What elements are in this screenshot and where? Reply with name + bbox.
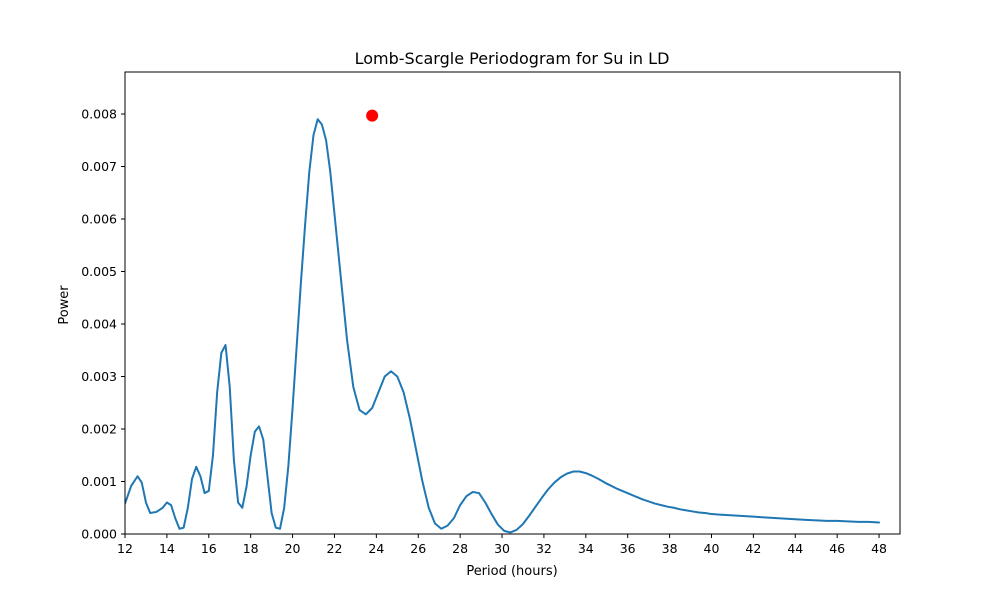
x-tick-label: 40 (704, 541, 720, 556)
x-tick-label: 14 (159, 541, 175, 556)
x-tick-label: 46 (829, 541, 845, 556)
chart-title: Lomb-Scargle Periodogram for Su in LD (355, 49, 670, 68)
x-tick-label: 30 (494, 541, 510, 556)
series-line-0 (125, 118, 881, 534)
y-tick-label: 0.006 (81, 212, 117, 227)
y-axis-label: Power (57, 285, 72, 325)
x-tick-label: 16 (201, 541, 217, 556)
axes-frame (124, 71, 901, 535)
y-tick-label: 0.002 (81, 422, 117, 437)
peak-marker (366, 109, 379, 122)
y-tick-label: 0.004 (81, 317, 117, 332)
x-tick-label: 36 (620, 541, 636, 556)
y-tick-label: 0.000 (81, 527, 117, 542)
x-tick-label: 32 (536, 541, 552, 556)
y-tick-label: 0.005 (81, 264, 117, 279)
x-tick-label: 22 (327, 541, 343, 556)
x-tick-label: 18 (243, 541, 259, 556)
x-tick-label: 24 (368, 541, 384, 556)
x-tick-label: 28 (452, 541, 468, 556)
y-tick-label: 0.003 (81, 369, 117, 384)
x-tick-label: 48 (871, 541, 887, 556)
plot-area: 12 14 16 18 20 22 24 26 28 30 32 34 36 38 40 42 44 46 48 0.… (81, 71, 901, 556)
x-tick-label: 12 (117, 541, 133, 556)
x-tick-label: 42 (745, 541, 761, 556)
x-tick-label: 34 (578, 541, 594, 556)
y-tick-label: 0.007 (81, 159, 117, 174)
y-tick-label: 0.001 (81, 474, 117, 489)
x-tick-label: 38 (662, 541, 678, 556)
x-tick-label: 44 (787, 541, 803, 556)
x-axis-label: Period (hours) (466, 564, 557, 579)
x-tick-label: 26 (410, 541, 426, 556)
x-tick-label: 20 (285, 541, 301, 556)
y-tick-label: 0.008 (81, 107, 117, 122)
